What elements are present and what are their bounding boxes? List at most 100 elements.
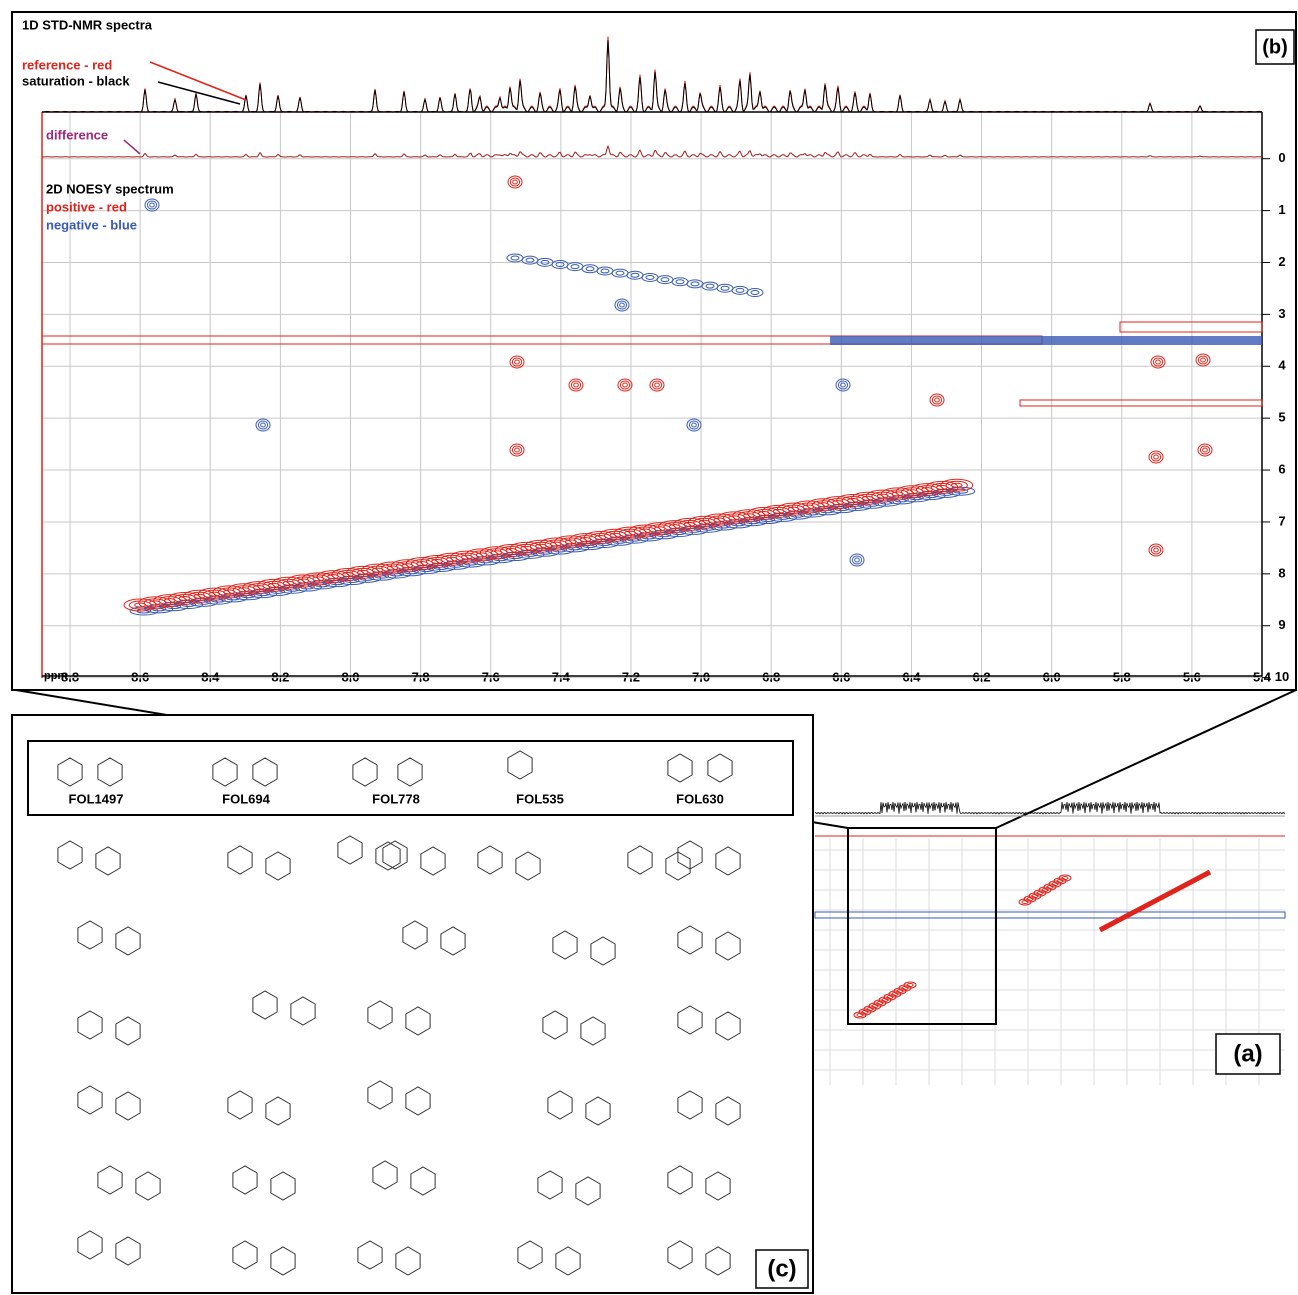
contour (1197, 443, 1213, 457)
pointer (123, 139, 141, 155)
legend-negative: negative - blue (46, 217, 137, 232)
panel-label: (c) (767, 1255, 796, 1282)
y-tick-label: 7 (1278, 513, 1285, 528)
ring (367, 1080, 393, 1110)
ring (97, 757, 123, 787)
contour (849, 553, 865, 567)
ring (477, 845, 503, 875)
ring (252, 990, 278, 1020)
ring (667, 1165, 693, 1195)
x-tick-label: 7.6 (482, 669, 500, 684)
ring (420, 846, 446, 876)
x-tick-label: 8.4 (201, 669, 220, 684)
ring (705, 1171, 731, 1201)
ring (397, 757, 423, 787)
contour (854, 557, 860, 563)
ring (77, 920, 103, 950)
y-tick-label: 10 (1275, 669, 1289, 684)
x-tick-label: 6.6 (832, 669, 850, 684)
ring (375, 841, 401, 871)
contour (144, 198, 160, 212)
x-tick-label: 5.4 (1253, 669, 1272, 684)
contour (540, 259, 550, 265)
contour (1199, 445, 1211, 455)
ring (677, 1005, 703, 1035)
ring (517, 1240, 543, 1270)
ring (265, 851, 291, 881)
contour (651, 380, 663, 390)
ring (395, 1246, 421, 1276)
ring (705, 1246, 731, 1276)
contour (660, 277, 670, 283)
label-box (1255, 29, 1295, 65)
contour (146, 200, 158, 210)
contour (573, 382, 579, 388)
y-tick-label: 8 (1278, 565, 1285, 580)
ring (290, 996, 316, 1026)
hit-label: FOL778 (372, 791, 420, 806)
ring (585, 1096, 611, 1126)
contour (750, 290, 760, 296)
panel-label: (b) (1262, 36, 1288, 58)
ring (357, 1240, 383, 1270)
ring (555, 1246, 581, 1276)
y-tick-label: 3 (1278, 306, 1285, 321)
ring (402, 920, 428, 950)
pointer (157, 81, 241, 105)
panel-label: (a) (1233, 1040, 1262, 1067)
x-tick-label: 7.0 (692, 669, 710, 684)
difference-spectrum (42, 144, 1262, 158)
ring (270, 1171, 296, 1201)
contour (509, 177, 521, 187)
label-box (1215, 1033, 1281, 1075)
ring (677, 1090, 703, 1120)
label-box (755, 1249, 809, 1289)
contour (617, 378, 633, 392)
contour (255, 418, 271, 432)
band (814, 911, 1286, 919)
contour (1195, 353, 1211, 367)
contour (149, 202, 155, 208)
ring (95, 846, 121, 876)
contour (837, 380, 849, 390)
contour (1058, 874, 1072, 882)
contour (940, 478, 974, 492)
connector (995, 689, 1297, 829)
contour (851, 555, 863, 565)
contour (509, 355, 525, 369)
contour (746, 288, 764, 298)
ring (405, 1006, 431, 1036)
saturation-spectrum (42, 39, 1263, 113)
contour (735, 287, 745, 293)
contour (840, 382, 846, 388)
hit-label: FOL630 (676, 791, 724, 806)
ring (115, 926, 141, 956)
ring (367, 1000, 393, 1030)
contour (906, 983, 914, 987)
contour (1153, 547, 1159, 553)
contour (1202, 447, 1208, 453)
ring (337, 835, 363, 865)
ring (575, 1176, 601, 1206)
ring (537, 1170, 563, 1200)
contour (645, 274, 655, 280)
ring (135, 1171, 161, 1201)
ring (580, 1016, 606, 1046)
x-tick-label: 7.8 (412, 669, 430, 684)
ring (115, 1091, 141, 1121)
contour (835, 378, 851, 392)
contour (512, 179, 518, 185)
ring (507, 750, 533, 780)
ring (77, 1010, 103, 1040)
ring (265, 1096, 291, 1126)
contour (1148, 450, 1164, 464)
ring (115, 1236, 141, 1266)
x-tick-label: 8.0 (341, 669, 359, 684)
x-tick-label: 8.6 (131, 669, 149, 684)
legend-reference: reference - red (22, 57, 112, 72)
contour (585, 266, 595, 272)
ring (715, 846, 741, 876)
x-unit: ppm (44, 670, 67, 682)
contour (555, 261, 565, 267)
contour (1155, 359, 1161, 365)
